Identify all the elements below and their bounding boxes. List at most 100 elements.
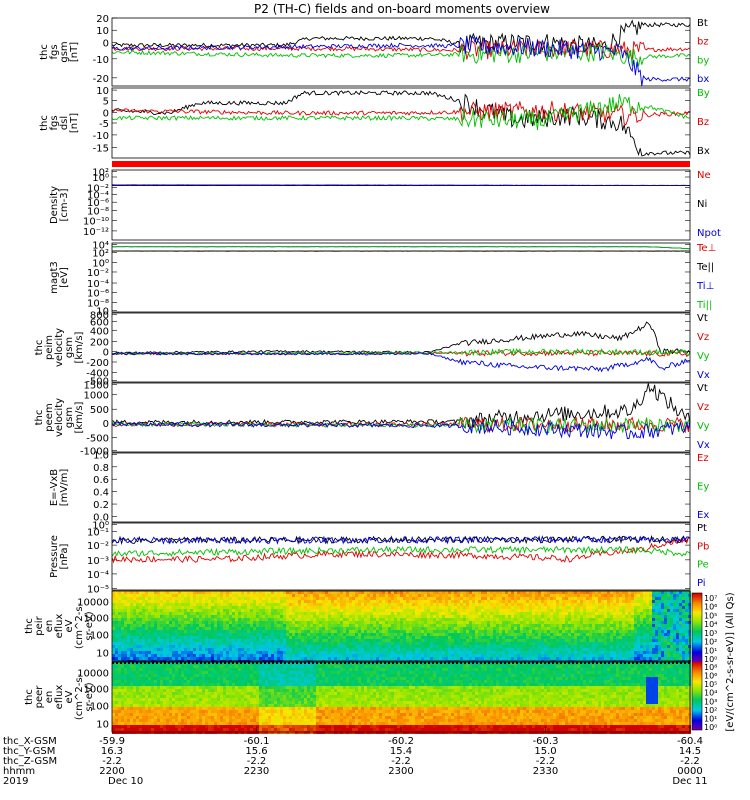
spec-cell xyxy=(469,633,472,636)
spec-cell xyxy=(559,639,562,642)
spec-cell xyxy=(163,594,166,597)
spec-cell xyxy=(361,603,364,606)
spec-cell xyxy=(268,600,271,603)
spec-cell xyxy=(295,600,298,603)
spec-cell xyxy=(121,651,124,654)
spec-cell xyxy=(172,651,175,654)
spec-cell xyxy=(316,654,319,657)
spec-cell xyxy=(538,615,541,618)
spec-cell xyxy=(685,612,688,615)
spec-cell xyxy=(376,624,379,627)
spec-cell xyxy=(496,624,499,627)
spec-cell xyxy=(130,677,133,680)
spec-cell xyxy=(277,642,280,645)
spec-cell xyxy=(526,597,529,600)
spec-cell xyxy=(346,618,349,621)
spec-cell xyxy=(484,621,487,624)
spec-cell xyxy=(568,639,571,642)
spec-cell xyxy=(316,627,319,630)
spec-cell xyxy=(424,618,427,621)
spec-cell xyxy=(463,591,466,594)
spec-cell xyxy=(217,633,220,636)
spec-cell xyxy=(625,618,628,621)
spec-cell xyxy=(121,701,124,704)
spec-cell xyxy=(421,660,424,663)
spec-cell xyxy=(193,600,196,603)
spec-cell xyxy=(169,597,172,600)
spec-cell xyxy=(481,591,484,594)
spec-cell xyxy=(667,603,670,606)
spec-cell xyxy=(643,606,646,609)
spec-cell xyxy=(493,651,496,654)
spec-cell xyxy=(118,657,121,660)
spec-cell xyxy=(352,630,355,633)
spec-cell xyxy=(610,600,613,603)
spec-cell xyxy=(535,621,538,624)
spec-cell xyxy=(115,597,118,600)
spec-cell xyxy=(604,600,607,603)
spec-cell xyxy=(373,654,376,657)
spec-cell xyxy=(643,612,646,615)
spec-cell xyxy=(679,642,682,645)
spec-cell xyxy=(373,612,376,615)
spec-cell xyxy=(133,603,136,606)
spec-cell xyxy=(121,716,124,719)
spec-cell xyxy=(589,633,592,636)
spec-cell xyxy=(595,630,598,633)
spec-cell xyxy=(121,671,124,674)
spec-cell xyxy=(613,627,616,630)
spec-cell xyxy=(325,654,328,657)
spec-cell xyxy=(130,719,133,722)
spec-cell xyxy=(592,609,595,612)
spec-cell xyxy=(634,615,637,618)
spec-cell xyxy=(244,648,247,651)
spec-cell xyxy=(499,639,502,642)
spec-cell xyxy=(274,621,277,624)
spec-cell xyxy=(403,660,406,663)
spec-cell xyxy=(484,609,487,612)
spec-cell xyxy=(688,636,691,639)
spec-cell xyxy=(475,657,478,660)
series-temperature-Ti|| xyxy=(111,246,691,250)
spec-cell xyxy=(559,636,562,639)
spec-cell xyxy=(652,600,655,603)
spec-cell xyxy=(607,642,610,645)
spec-cell xyxy=(361,606,364,609)
spec-cell xyxy=(208,636,211,639)
spec-cell xyxy=(445,597,448,600)
spec-cell xyxy=(142,612,145,615)
spec-cell xyxy=(559,600,562,603)
spec-cell xyxy=(673,636,676,639)
spec-cell xyxy=(628,609,631,612)
spec-cell xyxy=(442,642,445,645)
spec-cell xyxy=(655,591,658,594)
spec-cell xyxy=(532,594,535,597)
spec-cell xyxy=(457,612,460,615)
spec-cell xyxy=(658,591,661,594)
spec-cell xyxy=(469,603,472,606)
spec-cell xyxy=(286,600,289,603)
spec-cell xyxy=(469,630,472,633)
spec-cell xyxy=(628,615,631,618)
spec-cell xyxy=(451,633,454,636)
spec-cell xyxy=(172,594,175,597)
spec-cell xyxy=(511,654,514,657)
spec-cell xyxy=(559,597,562,600)
spec-cell xyxy=(142,630,145,633)
spec-cell xyxy=(451,618,454,621)
spec-cell xyxy=(649,645,652,648)
spec-cell xyxy=(124,713,127,716)
spec-cell xyxy=(664,657,667,660)
spec-cell xyxy=(367,624,370,627)
spec-cell xyxy=(394,606,397,609)
spec-cell xyxy=(481,594,484,597)
spec-cell xyxy=(631,651,634,654)
spec-cell xyxy=(121,636,124,639)
spec-cell xyxy=(310,621,313,624)
spec-cell xyxy=(427,648,430,651)
spec-cell xyxy=(133,657,136,660)
spec-cell xyxy=(184,615,187,618)
spec-cell xyxy=(376,615,379,618)
spec-cell xyxy=(253,645,256,648)
spec-cell xyxy=(457,651,460,654)
